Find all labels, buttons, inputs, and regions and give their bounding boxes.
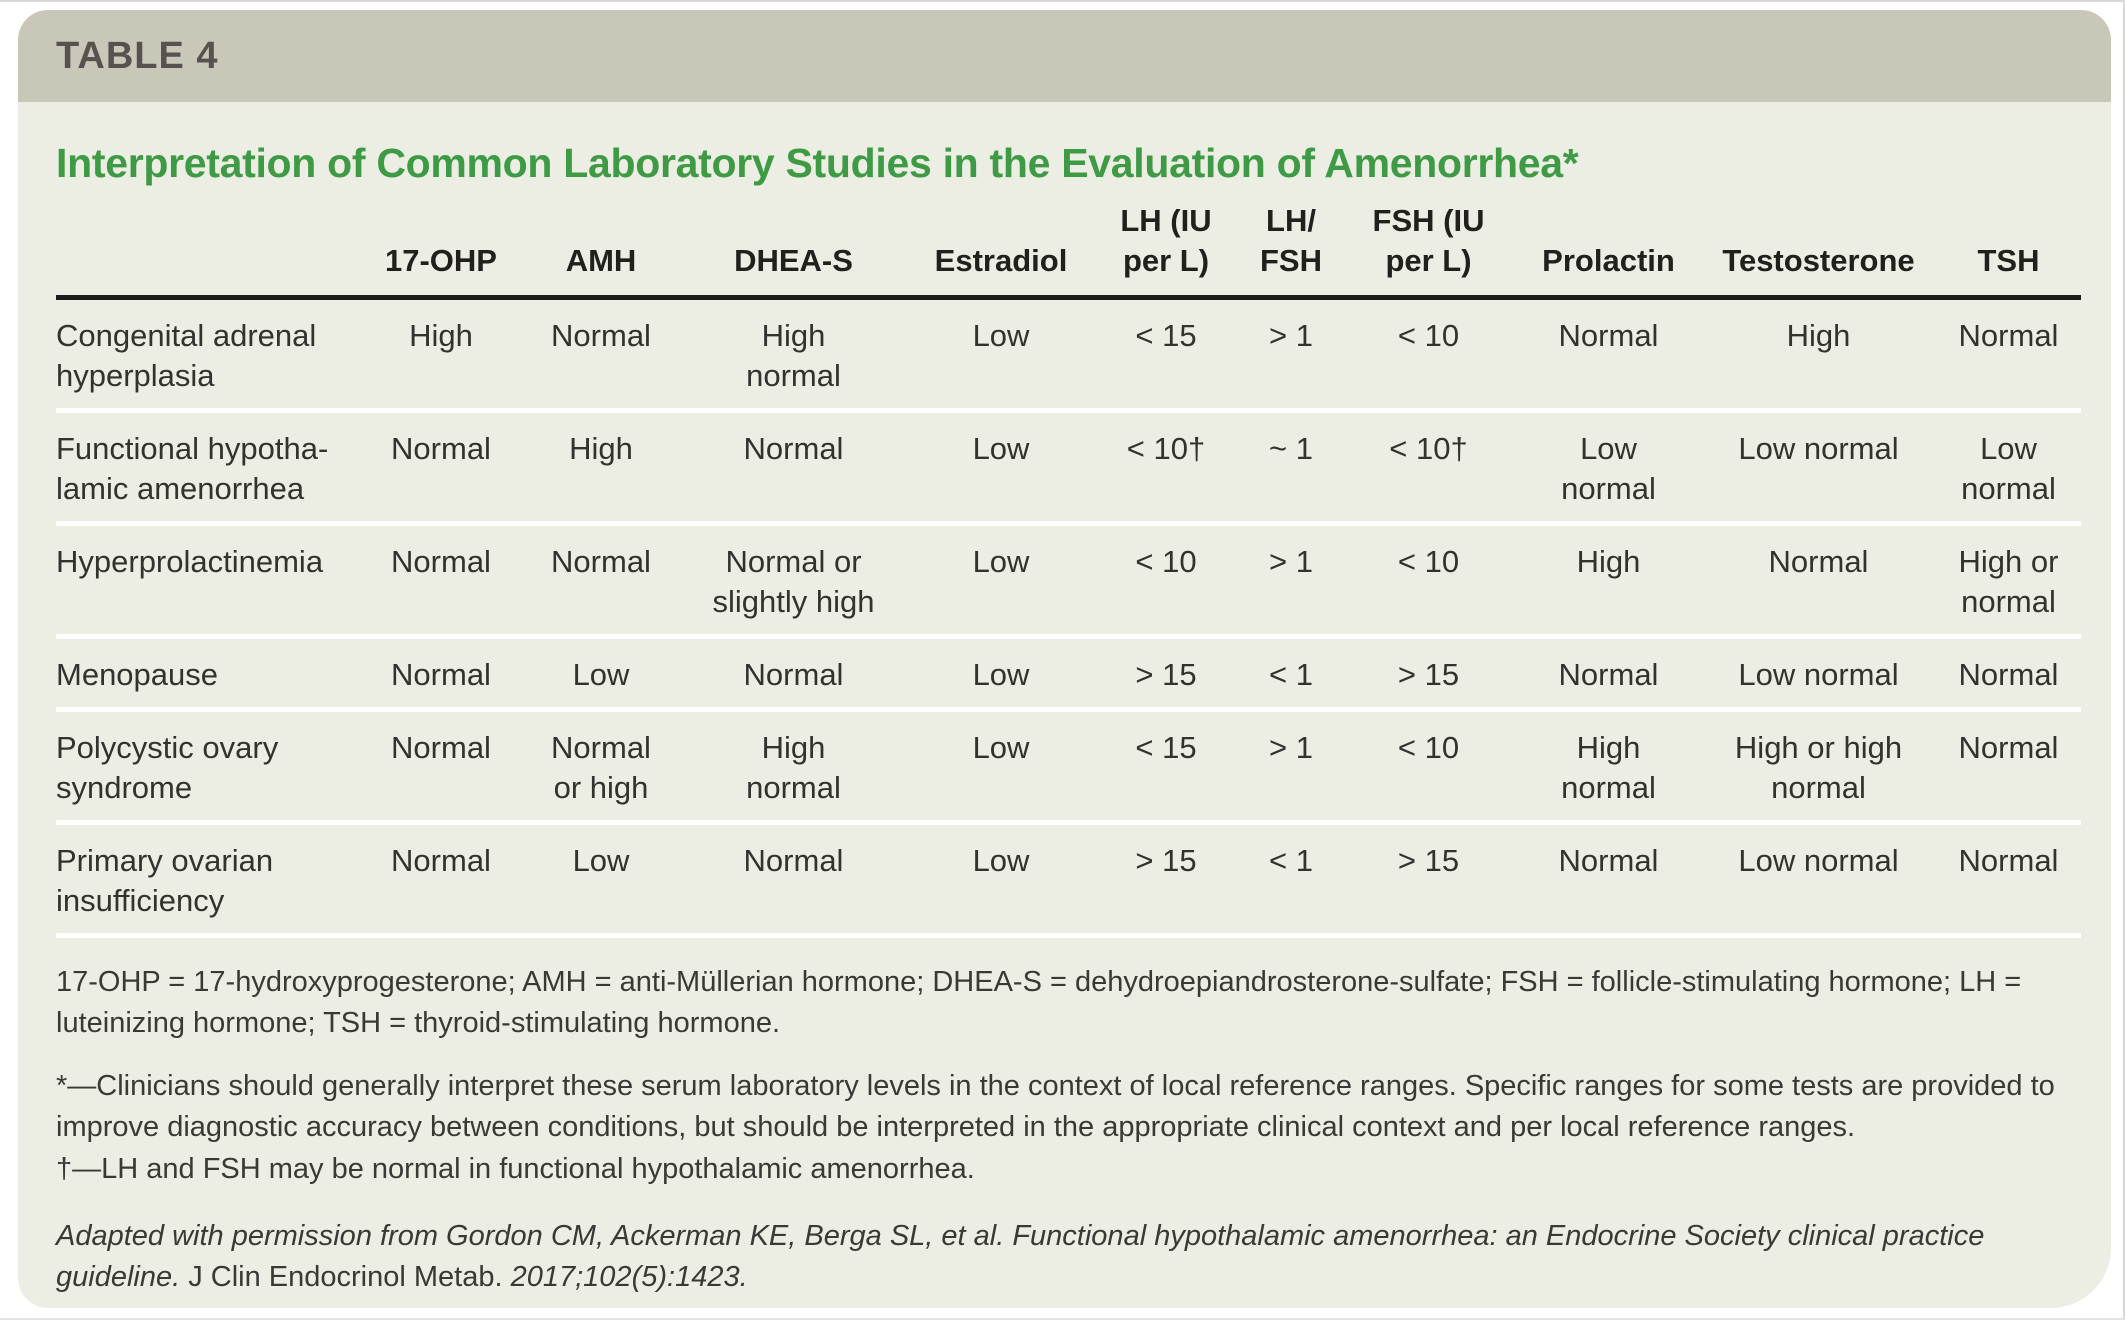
value-cell: Low <box>911 709 1091 825</box>
value-cell: Normal <box>1936 636 2081 712</box>
column-header-tsh: TSH <box>1936 201 2081 301</box>
footnote-abbreviations: 17-OHP = 17-hydroxyprogesterone; AMH = a… <box>56 965 2022 1040</box>
value-cell: Normal <box>1936 297 2081 414</box>
condition-cell: Functional hypotha- lamic amenorrhea <box>56 410 356 527</box>
value-cell: Normal or slightly high <box>676 523 911 640</box>
condition-cell: Primary ovarian insufficiency <box>56 822 356 938</box>
column-header-prolactin: Prolactin <box>1516 201 1701 301</box>
table-card: TABLE 4 Interpretation of Common Laborat… <box>18 10 2111 1308</box>
column-header-amh: AMH <box>526 201 676 301</box>
value-cell: High normal <box>1516 709 1701 825</box>
value-cell: < 1 <box>1241 822 1341 938</box>
value-cell: High <box>356 297 526 414</box>
value-cell: > 15 <box>1091 822 1241 938</box>
value-cell: < 10 <box>1341 523 1516 640</box>
value-cell: Low <box>526 822 676 938</box>
condition-cell: Congenital adrenal hyperplasia <box>56 297 356 414</box>
value-cell: Normal <box>356 709 526 825</box>
condition-cell: Polycystic ovary syndrome <box>56 709 356 825</box>
column-header-lh-fsh-ratio: LH/ FSH <box>1241 201 1341 301</box>
value-cell: > 15 <box>1091 636 1241 712</box>
value-cell: Normal <box>356 822 526 938</box>
value-cell: Low <box>911 822 1091 938</box>
value-cell: < 10 <box>1341 297 1516 414</box>
value-cell: < 10 <box>1341 709 1516 825</box>
footnote-dagger: †—LH and FSH may be normal in functional… <box>56 1152 975 1185</box>
value-cell: High normal <box>676 297 911 414</box>
source-citation: Adapted with permission from Gordon CM, … <box>56 1216 2079 1298</box>
value-cell: Normal <box>526 523 676 640</box>
value-cell: > 15 <box>1341 636 1516 712</box>
table-row-hyperprolactinemia: Hyperprolactinemia Normal Normal Normal … <box>56 523 2081 640</box>
table-row-congenital-adrenal-hyperplasia: Congenital adrenal hyperplasia High Norm… <box>56 297 2081 414</box>
value-cell: Normal <box>356 636 526 712</box>
value-cell: < 15 <box>1091 297 1241 414</box>
value-cell: Normal <box>526 297 676 414</box>
value-cell: High <box>1701 297 1936 414</box>
value-cell: Low normal <box>1516 410 1701 527</box>
value-cell: High normal <box>676 709 911 825</box>
value-cell: Low <box>526 636 676 712</box>
value-cell: < 10† <box>1091 410 1241 527</box>
column-header-lh: LH (IU per L) <box>1091 201 1241 301</box>
value-cell: < 1 <box>1241 636 1341 712</box>
value-cell: Low normal <box>1701 410 1936 527</box>
column-header-fsh: FSH (IU per L) <box>1341 201 1516 301</box>
value-cell: > 1 <box>1241 297 1341 414</box>
value-cell: > 1 <box>1241 523 1341 640</box>
value-cell: Normal <box>356 523 526 640</box>
value-cell: < 10† <box>1341 410 1516 527</box>
citation-volume: 2017;102(5):1423. <box>510 1260 748 1293</box>
table-row-primary-ovarian-insufficiency: Primary ovarian insufficiency Normal Low… <box>56 822 2081 938</box>
value-cell: Normal <box>1936 822 2081 938</box>
value-cell: Normal <box>676 822 911 938</box>
table-header-band: TABLE 4 <box>18 10 2111 102</box>
table-title: Interpretation of Common Laboratory Stud… <box>56 140 1579 186</box>
table-row-polycystic-ovary-syndrome: Polycystic ovary syndrome Normal Normal … <box>56 709 2081 825</box>
value-cell: > 15 <box>1341 822 1516 938</box>
value-cell: High or normal <box>1936 523 2081 640</box>
value-cell: High <box>526 410 676 527</box>
condition-cell: Hyperprolactinemia <box>56 523 356 640</box>
column-header-17ohp: 17-OHP <box>356 201 526 301</box>
footnote-asterisk: *—Clinicians should generally interpret … <box>56 1070 2055 1144</box>
value-cell: Normal <box>1516 636 1701 712</box>
value-cell: Low normal <box>1936 410 2081 527</box>
condition-cell: Menopause <box>56 636 356 712</box>
value-cell: Normal <box>1516 822 1701 938</box>
value-cell: Normal or high <box>526 709 676 825</box>
value-cell: High or high normal <box>1701 709 1936 825</box>
value-cell: Normal <box>1516 297 1701 414</box>
value-cell: Normal <box>1936 709 2081 825</box>
column-header-dheas: DHEA-S <box>676 201 911 301</box>
value-cell: Normal <box>676 636 911 712</box>
value-cell: < 15 <box>1091 709 1241 825</box>
table-number-label: TABLE 4 <box>56 34 219 77</box>
value-cell: Normal <box>356 410 526 527</box>
footnotes-section: 17-OHP = 17-hydroxyprogesterone; AMH = a… <box>56 962 2079 1298</box>
value-cell: Low <box>911 297 1091 414</box>
citation-lead: Adapted with permission from Gordon CM, … <box>56 1219 1985 1293</box>
value-cell: < 10 <box>1091 523 1241 640</box>
table-row-functional-hypothalamic-amenorrhea: Functional hypotha- lamic amenorrhea Nor… <box>56 410 2081 527</box>
column-header-condition <box>56 201 356 301</box>
lab-interpretation-table: 17-OHP AMH DHEA-S Estradiol LH (IU per L… <box>56 201 2081 938</box>
value-cell: Low <box>911 410 1091 527</box>
value-cell: Low <box>911 523 1091 640</box>
value-cell: Normal <box>1701 523 1936 640</box>
column-header-testosterone: Testosterone <box>1701 201 1936 301</box>
value-cell: Normal <box>676 410 911 527</box>
value-cell: Low normal <box>1701 822 1936 938</box>
table-row-menopause: Menopause Normal Low Normal Low > 15 < 1… <box>56 636 2081 712</box>
column-header-estradiol: Estradiol <box>911 201 1091 301</box>
value-cell: High <box>1516 523 1701 640</box>
value-cell: Low normal <box>1701 636 1936 712</box>
table-body-area: Interpretation of Common Laboratory Stud… <box>18 140 2111 1298</box>
value-cell: ~ 1 <box>1241 410 1341 527</box>
value-cell: Low <box>911 636 1091 712</box>
value-cell: > 1 <box>1241 709 1341 825</box>
column-header-row: 17-OHP AMH DHEA-S Estradiol LH (IU per L… <box>56 201 2081 301</box>
citation-journal: J Clin Endocrinol Metab. <box>188 1260 503 1293</box>
